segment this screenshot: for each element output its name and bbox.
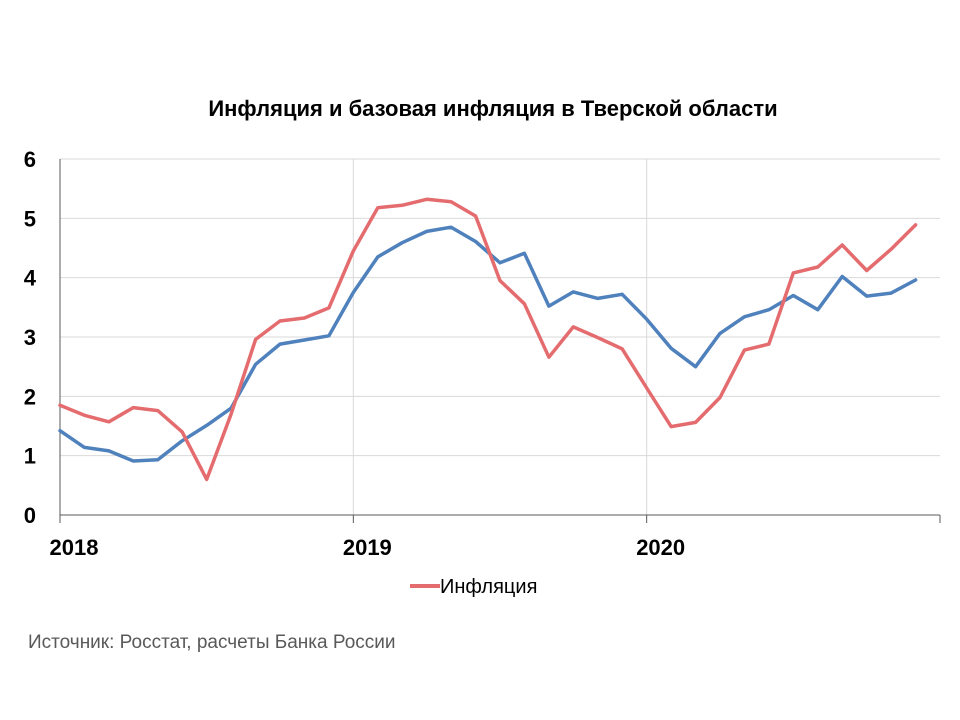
y-tick-label: 5 xyxy=(24,206,36,231)
chart-title: Инфляция и базовая инфляция в Тверской о… xyxy=(208,96,778,121)
y-tick-label: 2 xyxy=(24,384,36,409)
x-tick-label: 2018 xyxy=(50,535,99,560)
y-tick-label: 3 xyxy=(24,325,36,350)
axis-layer xyxy=(59,159,941,523)
source-note: Источник: Росстат, расчеты Банка России xyxy=(28,632,396,653)
y-tick-label: 1 xyxy=(24,444,36,469)
x-tick-label: 2020 xyxy=(636,535,685,560)
tick-labels: 0 1 2 3 4 5 6 2018 2019 2020 xyxy=(24,147,685,560)
grid-layer xyxy=(60,158,940,515)
legend: Инфляция xyxy=(410,576,537,598)
y-tick-label: 0 xyxy=(24,503,36,528)
x-tick-label: 2019 xyxy=(343,535,392,560)
y-tick-label: 4 xyxy=(24,266,37,291)
series-layer xyxy=(58,197,918,482)
series-line-core-inflation xyxy=(58,225,918,463)
legend-label: Инфляция xyxy=(440,576,537,598)
series-line-inflation xyxy=(58,197,918,482)
y-tick-label: 6 xyxy=(24,147,36,172)
